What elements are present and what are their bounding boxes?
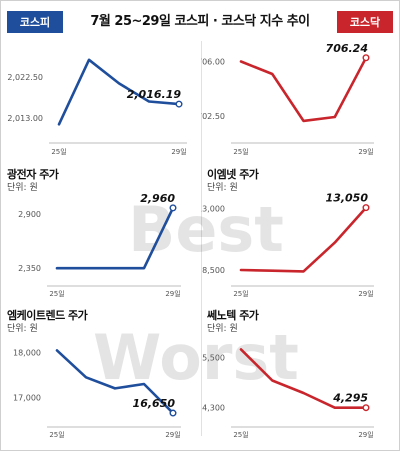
main-title: 7월 25~29일 코스피 · 코스닥 지수 추이 (90, 14, 310, 29)
stock-panel-gwangjeonja: 광전자 주가 단위: 원 2,900 2,350 25일 29일 2,960 (1, 166, 201, 301)
x-tick-label: 25일 (51, 147, 66, 156)
x-tick-label: 29일 (358, 430, 373, 439)
y-tick-label: 2,022.50 (7, 73, 43, 82)
last-value-label: 4,295 (332, 392, 368, 405)
series-line (239, 206, 368, 273)
last-value-label: 2,016.19 (127, 88, 182, 101)
panel-unit: 단위: 원 (7, 324, 38, 334)
gwangjeonja-chart: 2,900 2,350 25일 29일 2,960 (18, 192, 181, 298)
panel-title: 엠케이트렌드 주가 (7, 309, 88, 322)
x-tick-label: 25일 (233, 430, 248, 439)
y-tick-label: 17,000 (13, 393, 41, 402)
stock-panel-mktrend: 엠케이트렌드 주가 단위: 원 18,000 17,000 25일 29일 16,650 (1, 307, 201, 442)
last-point-marker (362, 404, 370, 412)
series-line (239, 56, 368, 123)
y-tick-label: 2,350 (18, 264, 41, 273)
kospi-tag: 코스피 (7, 11, 63, 33)
kosdaq-index-chart: 706.00 702.50 25일 29일 706.24 (201, 42, 374, 156)
last-value-label: 13,050 (326, 192, 369, 205)
panel-unit: 단위: 원 (207, 183, 238, 193)
panel-title: 이엠넷 주가 (207, 168, 259, 181)
x-tick-label: 25일 (233, 289, 248, 298)
x-tick-label: 29일 (165, 289, 180, 298)
x-tick-label: 29일 (358, 147, 373, 156)
last-point-marker (175, 100, 183, 108)
y-tick-label: 2,900 (18, 210, 41, 219)
emnet-chart: 13,000 8,500 25일 29일 13,050 (201, 192, 374, 298)
kosdaq-index-panel: 706.00 702.50 25일 29일 706.24 (201, 41, 400, 176)
stock-panel-emnet: 이엠넷 주가 단위: 원 13,000 8,500 25일 29일 13,050 (201, 166, 400, 301)
mktrend-chart: 18,000 17,000 25일 29일 16,650 (13, 349, 181, 439)
x-tick-label: 29일 (165, 430, 180, 439)
last-value-label: 16,650 (133, 397, 176, 410)
y-tick-label: 702.50 (201, 112, 225, 121)
x-tick-label: 29일 (171, 147, 186, 156)
column-divider (201, 41, 202, 436)
kosdaq-tag: 코스닥 (337, 11, 393, 33)
x-tick-label: 25일 (49, 430, 64, 439)
last-point-marker (362, 54, 370, 62)
last-value-label: 706.24 (326, 42, 368, 55)
y-tick-label: 8,500 (202, 266, 225, 275)
series-line (239, 348, 368, 409)
last-value-label: 2,960 (140, 192, 175, 205)
panel-title: 쎄노텍 주가 (207, 309, 259, 322)
series-line (57, 58, 181, 126)
y-tick-label: 18,000 (13, 349, 41, 358)
last-point-marker (169, 409, 177, 417)
series-line (55, 349, 175, 415)
x-tick-label: 29일 (358, 289, 373, 298)
last-point-marker (362, 204, 370, 212)
y-tick-label: 706.00 (201, 58, 225, 67)
y-tick-label: 13,000 (201, 204, 225, 213)
stock-panel-cenotec: 쎄노텍 주가 단위: 원 5,500 4,300 25일 29일 4,295 (201, 307, 400, 442)
y-tick-label: 4,300 (202, 403, 225, 412)
x-tick-label: 25일 (233, 147, 248, 156)
kospi-index-chart: 2,022.50 2,013.00 25일 29일 2,016.19 (7, 58, 187, 156)
panel-unit: 단위: 원 (7, 183, 38, 193)
panel-unit: 단위: 원 (207, 324, 238, 334)
y-tick-label: 5,500 (202, 354, 225, 363)
x-tick-label: 25일 (49, 289, 64, 298)
cenotec-chart: 5,500 4,300 25일 29일 4,295 (202, 348, 374, 439)
series-line (55, 206, 175, 270)
y-tick-label: 2,013.00 (7, 114, 43, 123)
kospi-index-panel: 2,022.50 2,013.00 25일 29일 2,016.19 (1, 41, 201, 176)
panel-title: 광전자 주가 (7, 168, 59, 181)
last-point-marker (169, 204, 177, 212)
